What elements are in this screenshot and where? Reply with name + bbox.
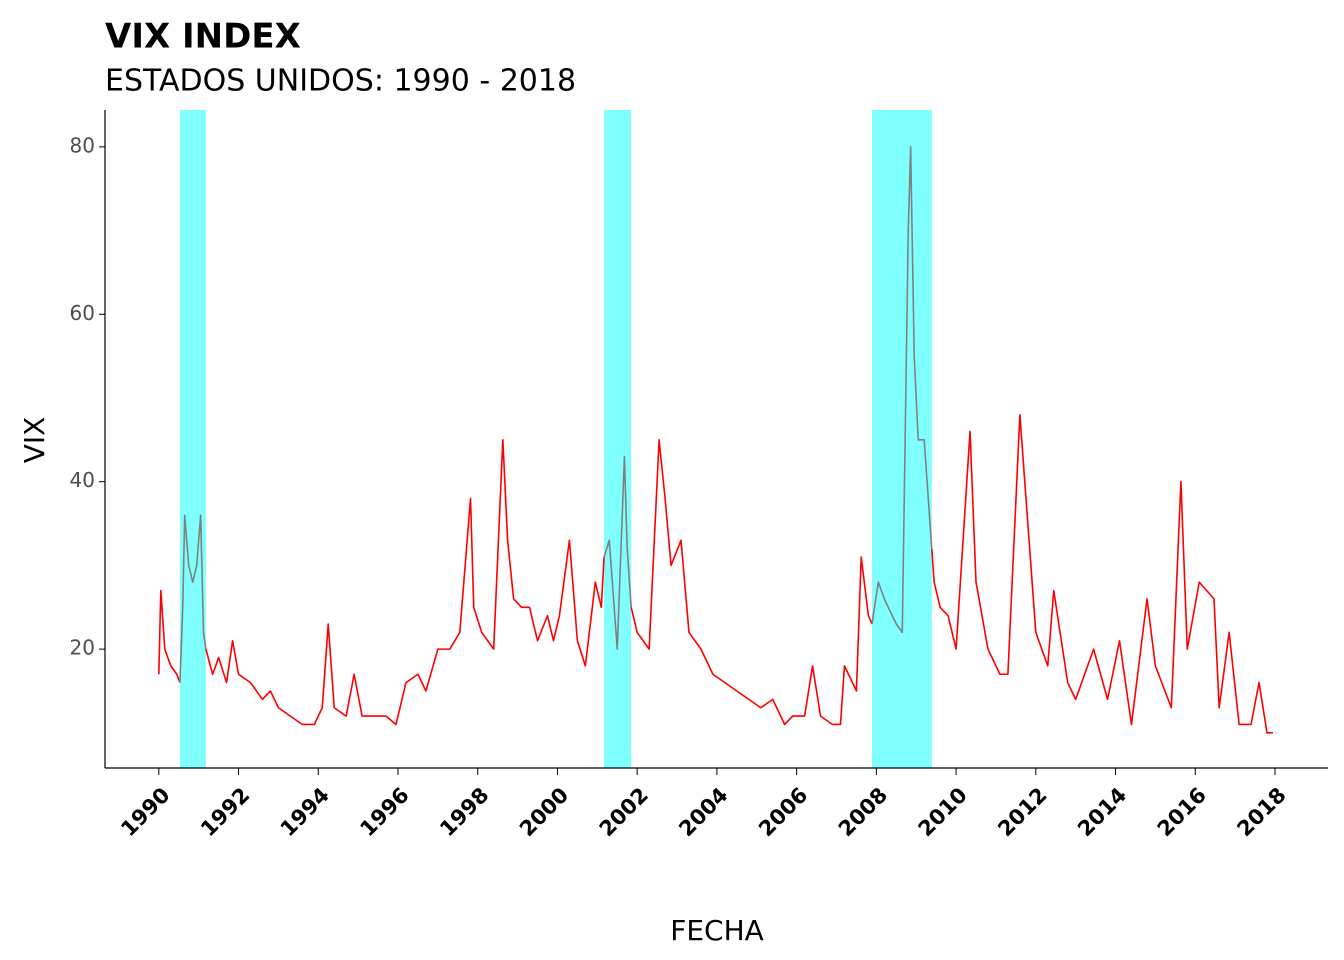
x-tick-label: 2016 [1153, 783, 1211, 841]
x-tick-label: 2002 [595, 783, 653, 841]
x-tick-label: 2012 [993, 783, 1051, 841]
x-tick-label: 2006 [754, 783, 812, 841]
x-tick-label: 2004 [674, 783, 732, 841]
chart-title: VIX INDEX [105, 17, 301, 57]
line-piece [205, 439, 605, 726]
y-tick-label: 60 [70, 301, 95, 325]
y-tick-label: 80 [70, 133, 95, 157]
x-tick-label: 1992 [196, 783, 254, 841]
x-tick-label: 1998 [435, 783, 493, 841]
line-piece [630, 439, 873, 726]
line-piece [930, 413, 1273, 734]
chart-subtitle: ESTADOS UNIDOS: 1990 - 2018 [105, 64, 576, 99]
x-tick-label: 2008 [834, 783, 892, 841]
x-tick-label: 1994 [276, 783, 334, 841]
x-tick-label: 1996 [355, 783, 413, 841]
x-tick-label: 2000 [515, 783, 573, 841]
x-tick-label: 2014 [1073, 783, 1131, 841]
y-tick-label: 40 [70, 468, 95, 492]
x-tick-label: 2010 [914, 783, 972, 841]
y-tick-label: 20 [70, 636, 95, 660]
line-piece [179, 514, 207, 683]
x-tick-label: 2018 [1232, 783, 1290, 841]
x-tick-label: 1990 [116, 783, 174, 841]
shaded-span [604, 110, 632, 768]
shaded-span [179, 110, 206, 768]
y-axis-label: VIX [18, 417, 51, 464]
line-piece [603, 455, 632, 650]
line-piece [158, 589, 181, 683]
x-axis-label: FECHA [670, 914, 764, 947]
shaded-span [871, 110, 932, 768]
line-piece [871, 146, 933, 634]
